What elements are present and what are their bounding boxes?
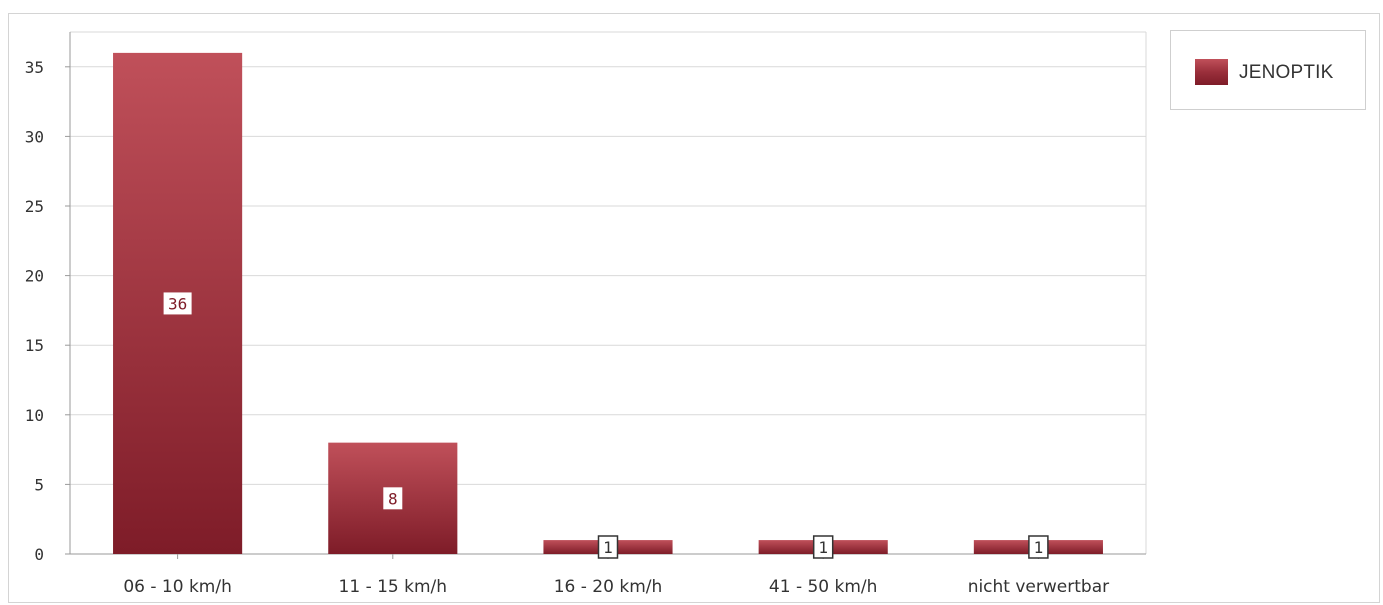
data-labels: 36 8 1 1 1	[163, 292, 1049, 559]
data-label: 1	[1034, 538, 1044, 557]
y-tick-label: 10	[25, 406, 44, 425]
y-tick-label: 20	[25, 267, 44, 286]
data-label: 1	[603, 538, 613, 557]
y-tick-label: 15	[25, 336, 44, 355]
gridlines	[70, 31, 1147, 554]
data-label-box	[597, 535, 619, 559]
x-tick-labels: 06 - 10 km/h 11 - 15 km/h 16 - 20 km/h 41 -…	[123, 577, 1109, 597]
bars	[113, 52, 1103, 554]
legend-swatch	[1195, 59, 1228, 85]
x-tick-label: 06 - 10 km/h	[123, 577, 232, 597]
y-tick-label: 0	[34, 545, 44, 564]
y-tick-label: 35	[25, 58, 44, 77]
data-label-box	[163, 292, 192, 315]
y-tick-label: 25	[25, 197, 44, 216]
x-tick-label: 16 - 20 km/h	[554, 577, 663, 597]
legend: JENOPTIK	[1170, 30, 1366, 110]
y-tick-label: 30	[25, 127, 44, 146]
legend-label: JENOPTIK	[1239, 62, 1334, 83]
data-label-box	[1028, 535, 1049, 559]
x-tick-label: 41 - 50 km/h	[769, 577, 878, 597]
data-label-box	[812, 535, 834, 559]
x-tick-label: 11 - 15 km/h	[339, 577, 448, 597]
y-tick-label: 5	[34, 475, 44, 494]
data-label: 1	[818, 538, 828, 557]
data-label: 36	[168, 294, 187, 313]
x-tick-label: nicht verwertbar	[968, 577, 1109, 597]
y-tick-labels: 0 5 10 15 20 25 30 35	[25, 58, 44, 564]
data-label: 8	[388, 489, 398, 508]
data-label-box	[383, 487, 403, 510]
